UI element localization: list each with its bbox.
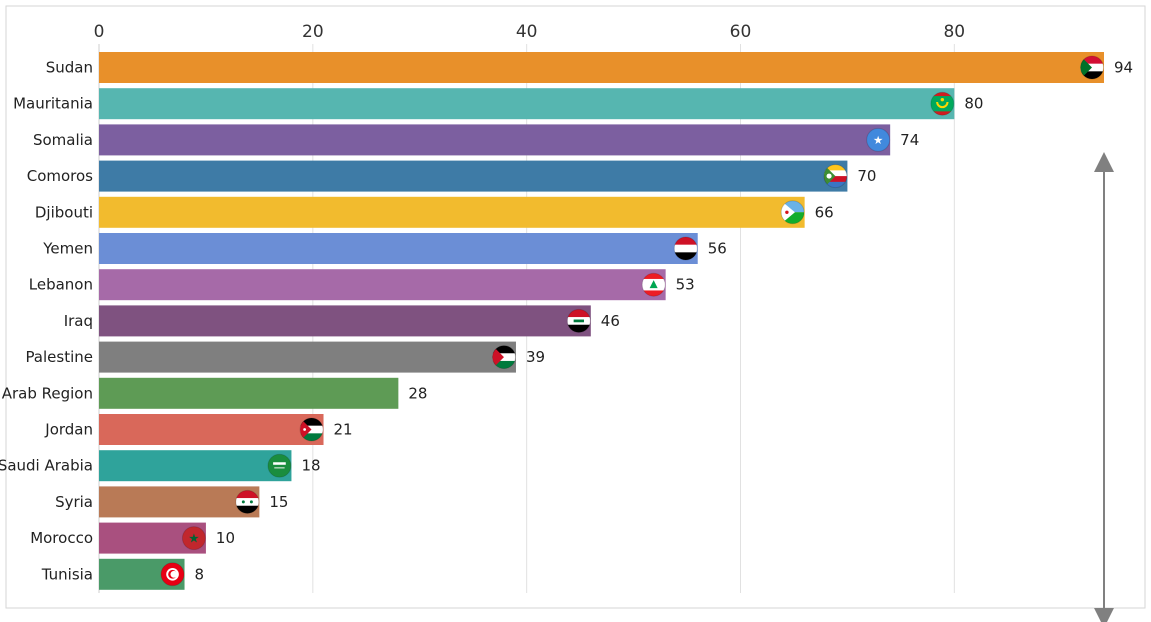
value-label-tunisia: 8 [195, 565, 205, 583]
bar-lebanon [99, 269, 666, 301]
saudi-arabia-flag-icon [267, 453, 292, 478]
iraq-flag-icon [566, 308, 591, 333]
somalia-flag-icon: ★ [866, 127, 891, 152]
mauritania-flag-icon [930, 91, 955, 116]
svg-text:★: ★ [873, 133, 883, 147]
value-label-djibouti: 66 [815, 203, 834, 221]
x-tick-label-20: 20 [302, 22, 324, 42]
bar-saudi-arabia [99, 450, 292, 482]
svg-text:★: ★ [188, 530, 199, 545]
bar-somalia [99, 124, 891, 156]
palestine-flag-icon [491, 345, 516, 370]
bar-iraq [99, 305, 591, 337]
value-label-yemen: 56 [708, 240, 727, 258]
category-label-comoros: Comoros [27, 167, 93, 185]
bar-djibouti [99, 196, 805, 228]
value-label-jordan: 21 [334, 421, 353, 439]
value-label-arab-region: 28 [408, 384, 427, 402]
category-label-syria: Syria [55, 493, 93, 511]
bar-comoros [99, 160, 848, 192]
category-label-morocco: Morocco [30, 529, 93, 547]
value-label-iraq: 46 [601, 312, 620, 330]
category-label-mauritania: Mauritania [13, 95, 93, 113]
value-label-somalia: 74 [900, 131, 919, 149]
value-label-morocco: 10 [216, 529, 235, 547]
category-label-djibouti: Djibouti [35, 203, 93, 221]
bar-palestine [99, 341, 516, 373]
category-label-jordan: Jordan [44, 421, 93, 439]
sudan-flag-icon [1080, 55, 1104, 80]
value-label-syria: 15 [269, 493, 288, 511]
category-label-saudi-arabia: Saudi Arabia [0, 457, 93, 475]
x-tick-label-40: 40 [516, 22, 538, 42]
category-label-lebanon: Lebanon [29, 276, 93, 294]
x-axis-ticks: 0 20 40 60 80 [94, 22, 966, 42]
value-label-saudi-arabia: 18 [301, 457, 320, 475]
category-label-yemen: Yemen [42, 240, 93, 258]
bar-syria [99, 486, 260, 518]
value-label-sudan: 94 [1114, 59, 1133, 77]
x-tick-label-80: 80 [943, 22, 965, 42]
category-label-somalia: Somalia [33, 131, 93, 149]
bar-sudan [99, 52, 1104, 83]
bar-jordan [99, 414, 324, 445]
tunisia-flag-icon [160, 562, 185, 587]
lebanon-flag-icon [641, 272, 666, 297]
bar-mauritania [99, 88, 955, 120]
category-label-sudan: Sudan [46, 59, 93, 77]
comoros-flag-icon [823, 164, 848, 189]
bar-arab-region [99, 377, 399, 409]
plot-frame [5, 5, 1146, 609]
yemen-flag-icon [673, 236, 698, 261]
value-label-palestine: 39 [526, 348, 545, 366]
category-label-arab-region: Arab Region [2, 384, 93, 402]
syria-flag-icon [235, 489, 260, 514]
bars: Sudan 94 Mauritania 80 Somalia ★ 74 Comoros 70 Dj… [0, 52, 1133, 590]
category-label-palestine: Palestine [25, 348, 93, 366]
djibouti-flag-icon [780, 200, 805, 225]
x-tick-label-0: 0 [94, 22, 105, 42]
category-label-iraq: Iraq [64, 312, 93, 330]
value-label-lebanon: 53 [676, 276, 695, 294]
value-label-comoros: 70 [857, 167, 876, 185]
x-tick-label-60: 60 [730, 22, 752, 42]
jordan-flag-icon [299, 417, 324, 442]
category-label-tunisia: Tunisia [41, 565, 93, 583]
bar-yemen [99, 233, 698, 264]
value-label-mauritania: 80 [964, 95, 983, 113]
morocco-flag-icon: ★ [181, 526, 206, 551]
